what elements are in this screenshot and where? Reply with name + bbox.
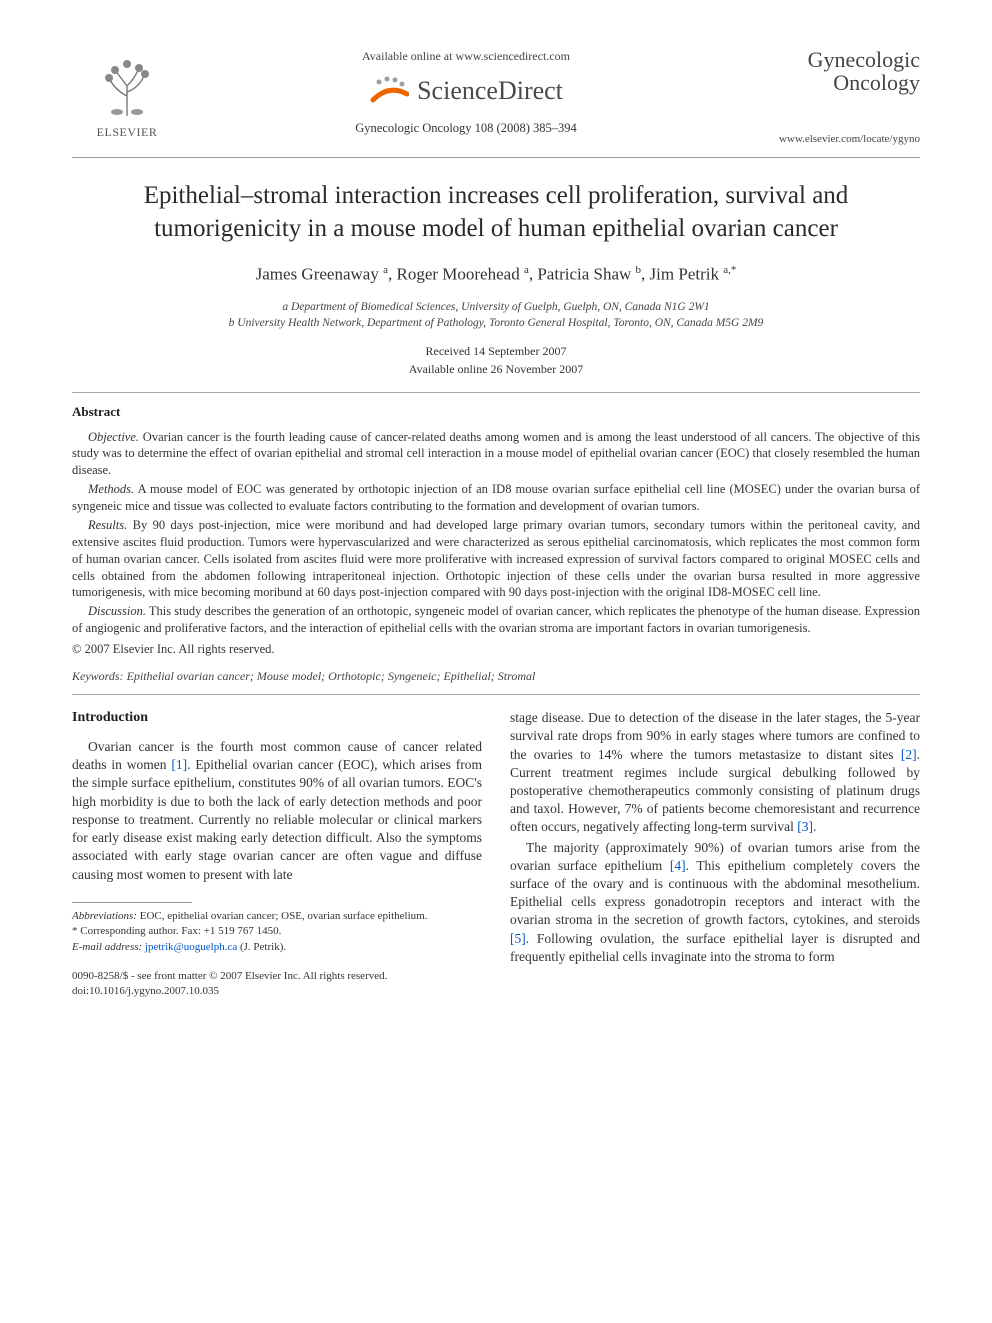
footnote-rule xyxy=(72,902,192,903)
received-date: Received 14 September 2007 xyxy=(72,342,920,360)
sciencedirect-row: ScienceDirect xyxy=(192,70,740,110)
methods-text: A mouse model of EOC was generated by or… xyxy=(72,482,920,513)
abstract-top-rule xyxy=(72,392,920,393)
ref-link-4[interactable]: [4] xyxy=(670,858,686,873)
available-online-line: Available online at www.sciencedirect.co… xyxy=(192,48,740,64)
page-header: ELSEVIER Available online at www.science… xyxy=(72,48,920,147)
intro-para-1: Ovarian cancer is the fourth most common… xyxy=(72,738,482,884)
abstract-discussion: Discussion. This study describes the gen… xyxy=(72,603,920,637)
authors-line: James Greenaway a, Roger Moorehead a, Pa… xyxy=(72,263,920,287)
email-suffix: (J. Petrik). xyxy=(237,941,286,953)
sciencedirect-name: ScienceDirect xyxy=(417,73,563,108)
corr-label: * Corresponding author. xyxy=(72,925,181,937)
journal-title: Gynecologic Oncology xyxy=(750,48,920,94)
results-label: Results. xyxy=(88,518,127,532)
abstract-heading: Abstract xyxy=(72,403,920,421)
intro-right-text: stage disease. Due to detection of the d… xyxy=(510,709,920,966)
abstract-methods: Methods. A mouse model of EOC was genera… xyxy=(72,481,920,515)
intro-left-text: Ovarian cancer is the fourth most common… xyxy=(72,738,482,884)
left-column: Introduction Ovarian cancer is the fourt… xyxy=(72,709,482,1000)
keywords-line: Keywords: Epithelial ovarian cancer; Mou… xyxy=(72,668,920,684)
keywords-label: Keywords: xyxy=(72,669,124,683)
ref-link-1[interactable]: [1] xyxy=(171,757,187,772)
abstract-objective: Objective. Ovarian cancer is the fourth … xyxy=(72,429,920,480)
affiliation-a: a Department of Biomedical Sciences, Uni… xyxy=(72,299,920,316)
objective-text: Ovarian cancer is the fourth leading cau… xyxy=(72,430,920,478)
email-footnote: E-mail address: jpetrik@uoguelph.ca (J. … xyxy=(72,940,482,955)
discussion-text: This study describes the generation of a… xyxy=(72,604,920,635)
citation-line: Gynecologic Oncology 108 (2008) 385–394 xyxy=(192,120,740,137)
body-columns: Introduction Ovarian cancer is the fourt… xyxy=(72,709,920,1000)
footnotes-block: Abbreviations: EOC, epithelial ovarian c… xyxy=(72,909,482,955)
sciencedirect-swoosh-icon xyxy=(369,70,409,110)
ref-link-2[interactable]: [2] xyxy=(901,747,917,762)
abstract-results: Results. By 90 days post-injection, mice… xyxy=(72,517,920,601)
abstract-block: Objective. Ovarian cancer is the fourth … xyxy=(72,429,920,658)
publisher-block: ELSEVIER xyxy=(72,48,182,140)
discussion-label: Discussion. xyxy=(88,604,146,618)
copyright-footer: 0090-8258/$ - see front matter © 2007 El… xyxy=(72,969,482,1000)
objective-label: Objective. xyxy=(88,430,139,444)
journal-block: Gynecologic Oncology www.elsevier.com/lo… xyxy=(750,48,920,147)
elsevier-tree-logo-icon xyxy=(95,48,159,120)
email-label: E-mail address: xyxy=(72,941,142,953)
methods-label: Methods. xyxy=(88,482,134,496)
header-rule xyxy=(72,157,920,158)
abbrev-text: EOC, epithelial ovarian cancer; OSE, ova… xyxy=(137,910,427,922)
affiliations: a Department of Biomedical Sciences, Uni… xyxy=(72,299,920,332)
journal-url: www.elsevier.com/locate/ygyno xyxy=(750,132,920,147)
abstract-bottom-rule xyxy=(72,694,920,695)
ref-link-3[interactable]: [3] xyxy=(797,819,813,834)
corresponding-footnote: * Corresponding author. Fax: +1 519 767 … xyxy=(72,924,482,939)
article-dates: Received 14 September 2007 Available onl… xyxy=(72,342,920,378)
footer-line-1: 0090-8258/$ - see front matter © 2007 El… xyxy=(72,969,482,984)
article-title: Epithelial–stromal interaction increases… xyxy=(112,180,880,245)
results-text: By 90 days post-injection, mice were mor… xyxy=(72,518,920,600)
email-link[interactable]: jpetrik@uoguelph.ca xyxy=(145,941,237,953)
ref-link-5[interactable]: [5] xyxy=(510,931,526,946)
keywords-text: Epithelial ovarian cancer; Mouse model; … xyxy=(124,669,536,683)
abstract-copyright: © 2007 Elsevier Inc. All rights reserved… xyxy=(72,641,920,658)
publisher-name: ELSEVIER xyxy=(97,124,158,140)
abbrev-label: Abbreviations: xyxy=(72,910,137,922)
footer-line-2: doi:10.1016/j.ygyno.2007.10.035 xyxy=(72,984,482,999)
right-column: stage disease. Due to detection of the d… xyxy=(510,709,920,1000)
intro-para-2: stage disease. Due to detection of the d… xyxy=(510,709,920,837)
corr-fax: Fax: +1 519 767 1450. xyxy=(181,925,281,937)
abbreviations-footnote: Abbreviations: EOC, epithelial ovarian c… xyxy=(72,909,482,924)
introduction-heading: Introduction xyxy=(72,709,482,728)
available-date: Available online 26 November 2007 xyxy=(72,360,920,378)
affiliation-b: b University Health Network, Department … xyxy=(72,315,920,332)
header-center: Available online at www.sciencedirect.co… xyxy=(182,48,750,137)
intro-para-3: The majority (approximately 90%) of ovar… xyxy=(510,839,920,967)
